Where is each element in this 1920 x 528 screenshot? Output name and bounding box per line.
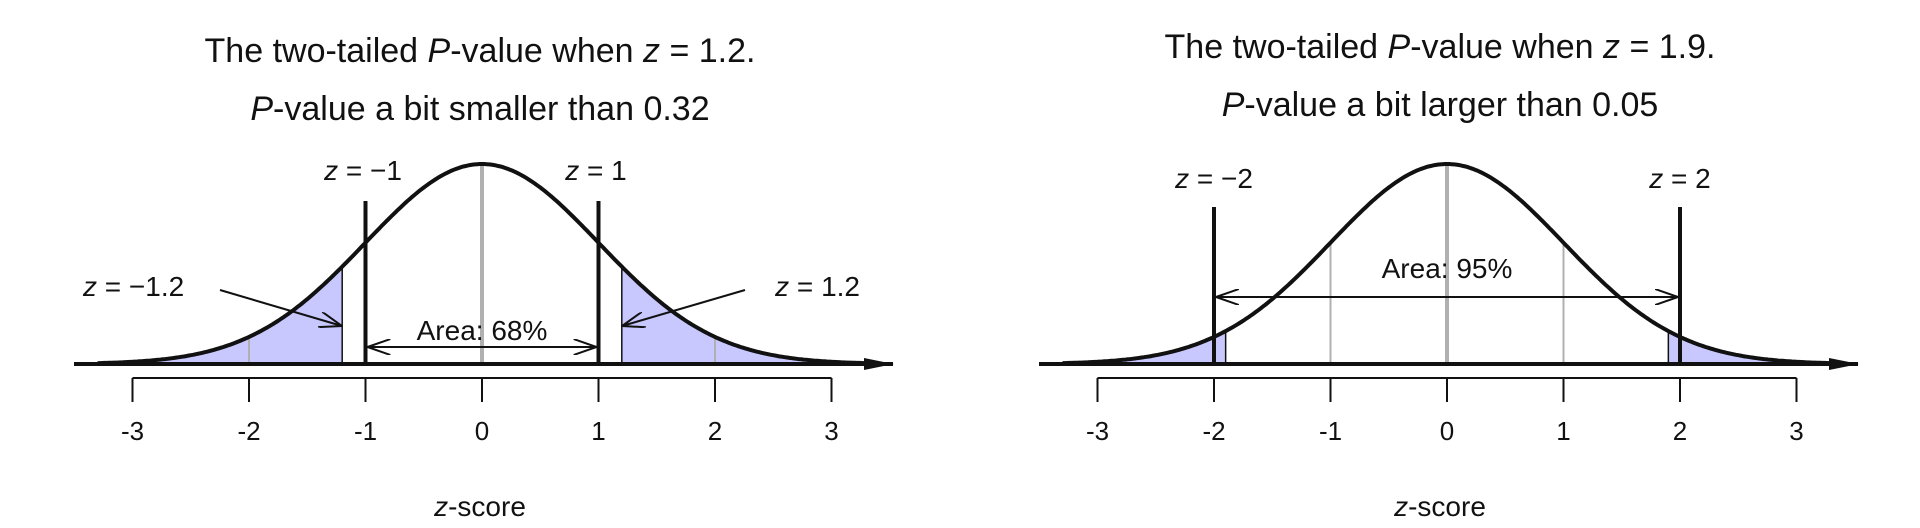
right-tail-area <box>621 266 867 364</box>
x-tick-label: -3 <box>1086 416 1109 446</box>
annotation-pointer <box>622 289 746 326</box>
x-tick-label: 2 <box>708 416 722 446</box>
chart-panel-left: The two-tailed P-value when z = 1.2. P-v… <box>74 32 894 522</box>
left-tail-area <box>1062 331 1226 364</box>
chart-panel-right: The two-tailed P-value when z = 1.9. P-v… <box>1039 28 1859 522</box>
x-axis-title: z-score <box>433 491 526 522</box>
chart-title-line2: P-value a bit larger than 0.05 <box>1222 86 1659 124</box>
x-tick-label: -1 <box>1319 416 1342 446</box>
area-label: Area: 68% <box>417 315 548 346</box>
annotation-label: z = −1 <box>323 155 402 186</box>
chart-title-line1: The two-tailed P-value when z = 1.2. <box>205 32 756 70</box>
x-tick-label: 0 <box>475 416 489 446</box>
plot-marks: -3 -2 -1 0 1 2 3 Area: 95% z = −2 z = 2 <box>1039 162 1859 446</box>
annotation-label: z = −2 <box>1174 163 1253 194</box>
x-tick-label: 0 <box>1440 416 1454 446</box>
density-curve <box>1062 162 1832 366</box>
x-tick-label: 2 <box>1673 416 1687 446</box>
annotation-label: z = 2 <box>1648 163 1710 194</box>
chart-title-line2: P-value a bit smaller than 0.32 <box>250 90 709 128</box>
x-tick-label: 3 <box>1789 416 1803 446</box>
annotation-label: z = −1.2 <box>82 271 184 302</box>
x-axis-title: z-score <box>1393 491 1486 522</box>
density-curve <box>97 162 867 366</box>
annotation-label: z = 1.2 <box>774 271 860 302</box>
plot-marks: -3 -2 -1 0 1 2 3 Area: 68% z = −1 z = 1 z = −1.2 z … <box>74 155 894 446</box>
left-tail-area <box>97 266 343 364</box>
right-tail-area <box>1668 331 1832 364</box>
area-label: Area: 95% <box>1382 253 1513 284</box>
x-tick-label: -2 <box>1202 416 1225 446</box>
annotation-pointer <box>219 289 342 326</box>
chart-title-line1: The two-tailed P-value when z = 1.9. <box>1165 28 1716 66</box>
x-tick-label: -1 <box>354 416 377 446</box>
x-tick-label: 1 <box>1556 416 1570 446</box>
annotation-label: z = 1 <box>564 155 626 186</box>
x-tick-label: -3 <box>121 416 144 446</box>
x-tick-label: -2 <box>237 416 260 446</box>
x-tick-label: 1 <box>591 416 605 446</box>
x-tick-label: 3 <box>824 416 838 446</box>
